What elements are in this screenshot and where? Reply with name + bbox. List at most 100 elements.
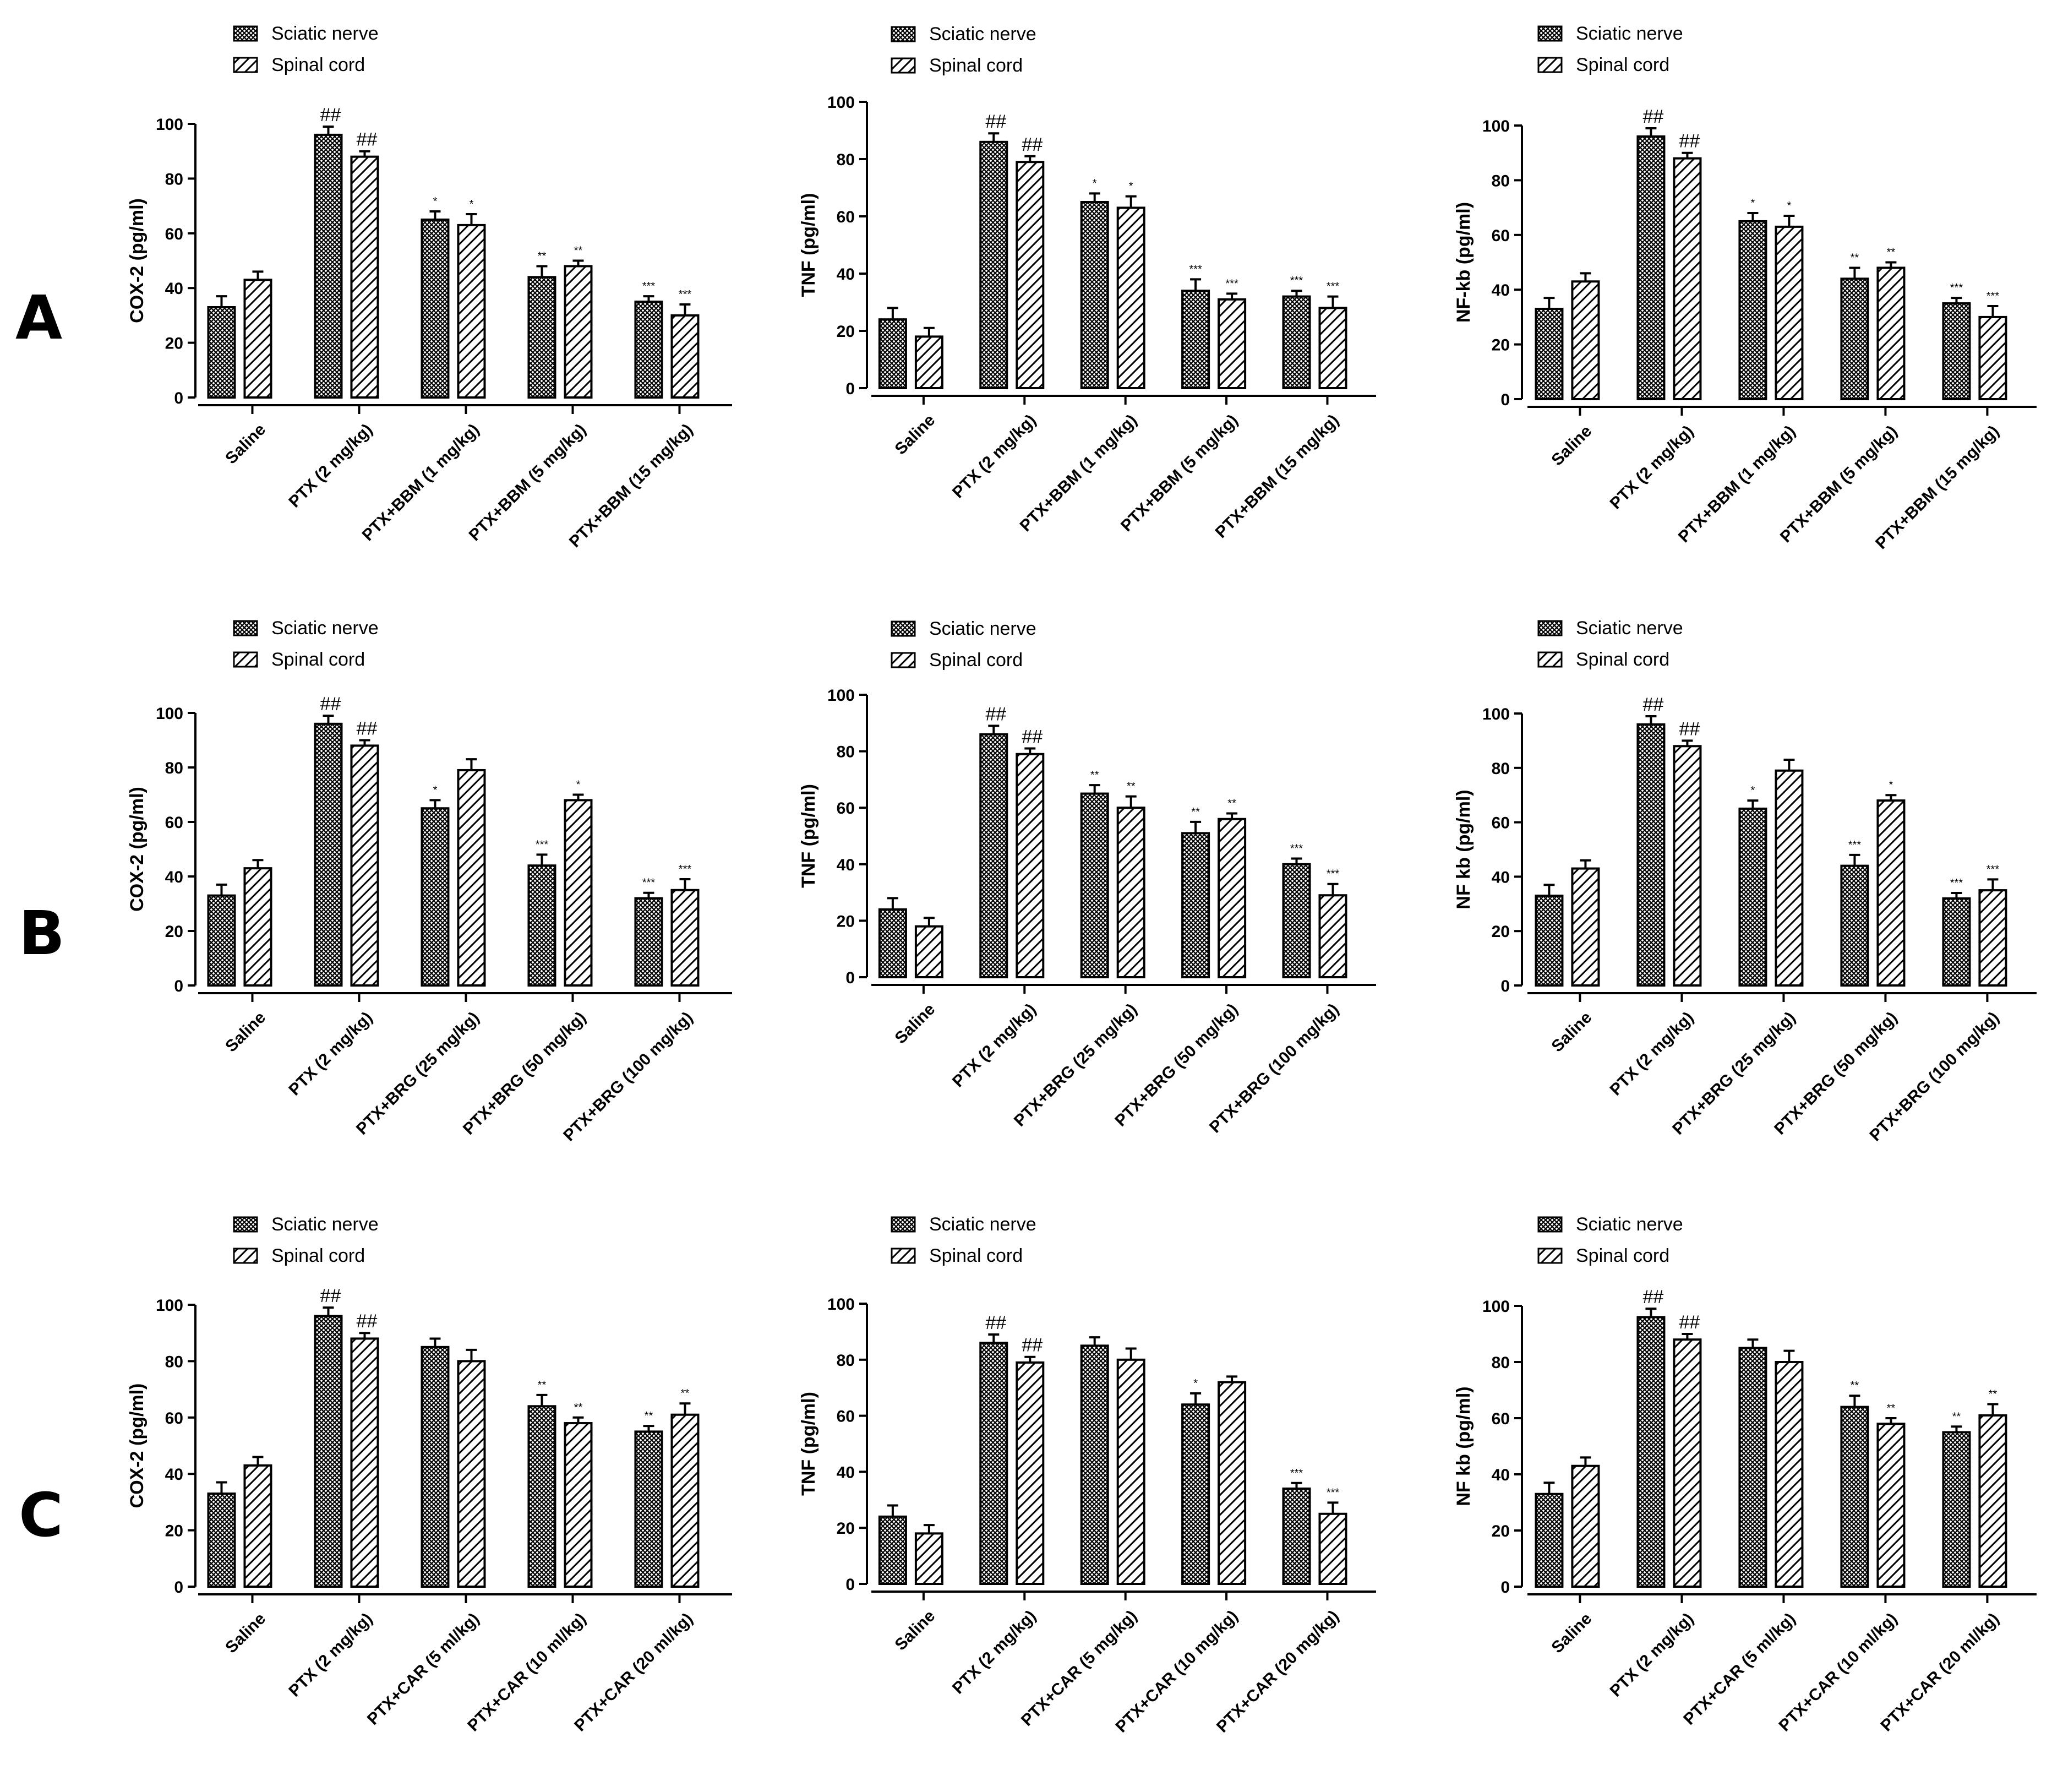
bar-sciatic-1: [207, 894, 236, 987]
bar-spinal-5: [670, 314, 700, 399]
bar-spinal-1: [914, 925, 943, 979]
bar-sciatic-3: [1080, 1344, 1109, 1586]
y-tick-label: 100: [1482, 705, 1510, 723]
y-tick-label: 60: [837, 799, 855, 818]
significance-annotation: *: [433, 195, 438, 208]
significance-annotation: **: [538, 1379, 547, 1391]
bar-spinal-5: [1978, 1414, 2007, 1588]
legend-swatch-sciatic: [233, 25, 258, 42]
bar-sciatic-4: [1181, 832, 1210, 978]
x-category-label: Saline: [222, 1009, 269, 1056]
x-category-label: PTX+BBM (1 mg/kg): [359, 421, 483, 544]
significance-annotation: **: [574, 245, 583, 257]
bar-sciatic-4: [1840, 864, 1869, 987]
x-category-label: Saline: [222, 1610, 269, 1657]
legend-label-spinal: Spinal cord: [929, 1245, 1023, 1266]
y-axis-label: COX-2 (pg/ml): [127, 787, 148, 912]
hash-annotation: ##: [985, 1312, 1006, 1333]
bar-sciatic-4: [1840, 1406, 1869, 1588]
significance-annotation: ***: [642, 877, 656, 889]
y-tick-label: 0: [1500, 391, 1510, 409]
x-category-label: PTX (2 mg/kg): [1607, 1009, 1698, 1099]
y-tick-label: 40: [165, 280, 183, 298]
x-category-label: Saline: [1548, 422, 1596, 470]
chart-b-1: Sciatic nerve Spinal cord 0 20 40 60 80 100 COX-…: [127, 618, 732, 1145]
y-tick-label: 80: [165, 1353, 183, 1371]
x-category-label: PTX+BBM (5 mg/kg): [1777, 422, 1901, 546]
chart-a-3: Sciatic nerve Spinal cord 0 20 40 60 80 100 NF-k…: [1453, 23, 2037, 553]
y-tick-label: 80: [1492, 1354, 1510, 1372]
hash-annotation: ##: [1022, 726, 1043, 747]
x-category-label: Saline: [222, 421, 269, 468]
bar-spinal-2: [1673, 1338, 1702, 1588]
x-category-label: PTX (2 mg/kg): [285, 421, 376, 511]
significance-annotation: **: [645, 1410, 653, 1422]
bar-sciatic-4: [527, 276, 556, 399]
x-category-label: PTX+BBM (1 mg/kg): [1017, 411, 1140, 535]
legend-label-spinal: Spinal cord: [271, 55, 365, 75]
significance-annotation: *: [1787, 200, 1792, 212]
significance-annotation: **: [681, 1387, 690, 1399]
y-tick-label: 60: [837, 1408, 855, 1426]
y-tick-label: 20: [1492, 1522, 1510, 1540]
x-category-label: Saline: [892, 411, 939, 459]
legend-label-sciatic: Sciatic nerve: [929, 24, 1036, 45]
x-category-label: PTX+CAR (20 ml/kg): [571, 1610, 696, 1735]
legend-label-spinal: Spinal cord: [929, 650, 1023, 671]
y-tick-label: 0: [1500, 1578, 1510, 1597]
bar-spinal-5: [1978, 889, 2007, 987]
significance-annotation: **: [1127, 781, 1136, 793]
x-category-label: PTX+CAR (5 mg/kg): [1018, 1607, 1140, 1730]
legend-label-spinal: Spinal cord: [271, 649, 365, 670]
bar-sciatic-5: [634, 897, 663, 987]
bar-spinal-3: [1116, 206, 1145, 389]
y-tick-label: 60: [1492, 1410, 1510, 1428]
panel-letter-c: C: [19, 1480, 63, 1550]
x-category-label: PTX+BRG (25 mg/kg): [353, 1009, 483, 1139]
y-tick-label: 40: [1492, 868, 1510, 886]
y-tick-label: 40: [1492, 1466, 1510, 1484]
y-tick-label: 20: [165, 923, 183, 941]
bar-spinal-5: [670, 889, 700, 987]
y-tick-label: 60: [165, 1409, 183, 1428]
hash-annotation: ##: [1679, 1312, 1700, 1333]
bar-spinal-4: [564, 799, 593, 987]
bar-sciatic-3: [1080, 201, 1109, 389]
significance-annotation: *: [1129, 181, 1133, 193]
y-tick-label: 40: [837, 265, 855, 284]
x-category-label: PTX+BBM (5 mg/kg): [466, 421, 590, 544]
bar-spinal-2: [350, 1337, 379, 1588]
legend-label-spinal: Spinal cord: [1576, 649, 1669, 670]
significance-annotation: **: [574, 1402, 583, 1414]
x-category-label: PTX (2 mg/kg): [1607, 422, 1698, 513]
x-category-label: PTX+BBM (15 mg/kg): [566, 421, 696, 551]
y-axis-label: NF kb (pg/ml): [1453, 789, 1474, 909]
hash-annotation: ##: [357, 718, 378, 739]
chart-b-2: Sciatic nerve Spinal cord 0 20 40 60 80 100 TNF …: [798, 618, 1376, 1137]
bar-spinal-4: [1218, 1381, 1247, 1586]
legend-label-sciatic: Sciatic nerve: [271, 618, 379, 639]
legend-label-sciatic: Sciatic nerve: [1576, 23, 1683, 44]
bar-spinal-4: [564, 265, 593, 399]
x-category-label: PTX+CAR (20 ml/kg): [1877, 1610, 2002, 1735]
y-axis-label: NF-kb (pg/ml): [1453, 202, 1474, 323]
chart-b-3: Sciatic nerve Spinal cord 0 20 40 60 80 100 NF k…: [1453, 618, 2037, 1145]
legend-swatch-sciatic: [1537, 25, 1563, 42]
bar-spinal-3: [457, 1360, 486, 1588]
y-axis-label: TNF (pg/ml): [798, 784, 819, 888]
bar-sciatic-4: [1181, 1403, 1210, 1585]
bar-sciatic-1: [1535, 894, 1564, 987]
y-tick-label: 60: [1492, 227, 1510, 245]
bar-spinal-4: [1218, 818, 1247, 978]
x-category-label: Saline: [1548, 1009, 1596, 1056]
significance-annotation: **: [1090, 769, 1099, 781]
legend-swatch-sciatic: [233, 620, 258, 636]
panel-letter-b: B: [19, 898, 65, 968]
legend-swatch-sciatic: [891, 26, 916, 42]
y-tick-label: 20: [165, 335, 183, 353]
bar-sciatic-3: [1080, 792, 1109, 979]
legend-swatch-spinal: [891, 652, 916, 668]
y-axis-label: COX-2 (pg/ml): [127, 198, 148, 323]
bar-spinal-4: [1876, 266, 1906, 400]
hash-annotation: ##: [320, 1286, 341, 1306]
